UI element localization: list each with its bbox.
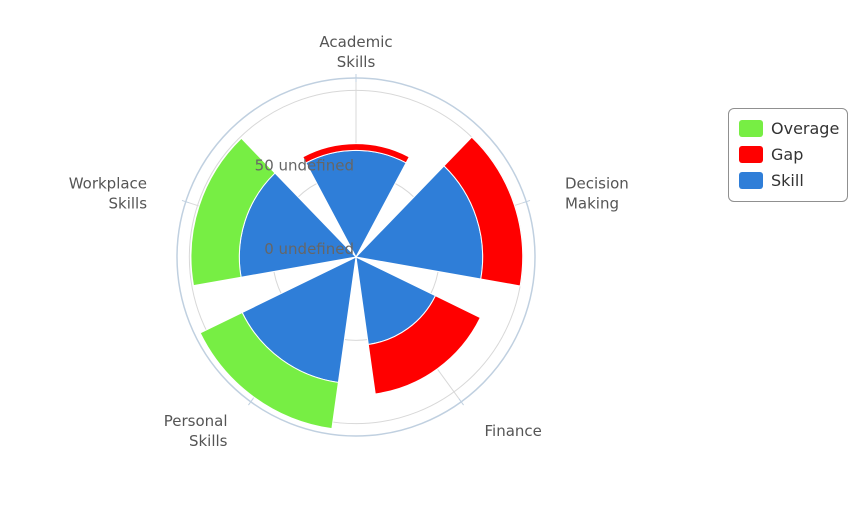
legend-item-gap[interactable]: Gap [739, 141, 839, 167]
legend-item-overage[interactable]: Overage [739, 115, 839, 141]
category-label: Decision Making [565, 175, 629, 213]
category-label-line: Decision [565, 175, 629, 193]
category-label: Workplace Skills [69, 175, 148, 213]
legend-label-gap: Gap [771, 144, 804, 164]
radial-tick-labels: 0 undefined 50 undefined [255, 157, 354, 258]
category-label: Finance [484, 422, 541, 440]
radial-tick-label: 0 undefined [264, 240, 354, 258]
category-label-line: Making [565, 195, 619, 213]
chart-legend: Overage Gap Skill [728, 108, 848, 202]
category-label: Personal Skills [164, 412, 228, 450]
bar-gap [367, 295, 482, 395]
legend-label-overage: Overage [771, 118, 840, 138]
bar-gap [443, 136, 524, 287]
category-label-line: Workplace [69, 175, 147, 193]
category-labels: Academic Skills Decision Making Finance Perso… [69, 33, 629, 450]
bar-gap [302, 143, 410, 164]
category-label-line: Academic [319, 33, 392, 51]
legend-label-skill: Skill [771, 170, 804, 190]
category-label-line: Skills [109, 195, 148, 213]
category-label: Academic Skills [319, 33, 392, 71]
radial-tick-label: 50 undefined [255, 157, 354, 175]
axis-tick [458, 398, 464, 406]
legend-swatch-overage [739, 119, 763, 137]
legend-swatch-gap [739, 145, 763, 163]
category-label-line: Skills [337, 53, 376, 71]
legend-item-skill[interactable]: Skill [739, 167, 839, 193]
category-label-line: Personal [164, 412, 228, 430]
bar-overage [190, 137, 276, 287]
category-label-line: Finance [484, 422, 541, 440]
axis-tick [181, 199, 190, 204]
category-label-line: Skills [189, 432, 228, 450]
chart-bars [190, 136, 524, 430]
axis-tick [248, 398, 254, 406]
axis-tick [522, 199, 531, 204]
bar-overage [199, 311, 339, 430]
legend-swatch-skill [739, 171, 763, 189]
